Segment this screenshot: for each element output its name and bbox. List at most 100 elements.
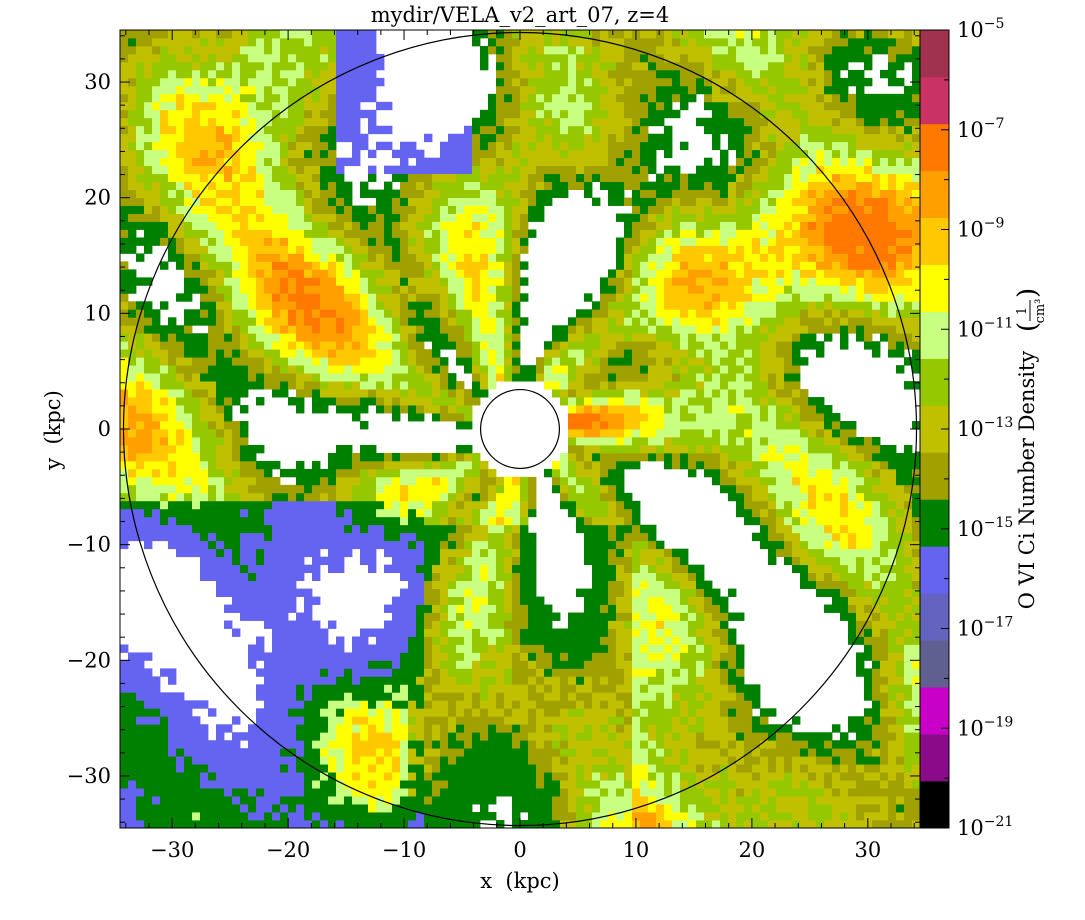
heatmap-cell <box>216 740 225 749</box>
heatmap-cell <box>536 61 545 71</box>
heatmap-cell <box>224 740 233 749</box>
heatmap-cell <box>392 604 401 613</box>
heatmap-cell <box>272 820 281 828</box>
heatmap-cell <box>256 117 265 127</box>
heatmap-cell <box>232 37 241 47</box>
heatmap-cell <box>440 780 449 789</box>
heatmap-cell <box>288 804 297 813</box>
heatmap-cell <box>584 325 593 334</box>
heatmap-cell <box>264 596 273 605</box>
heatmap-cell <box>312 333 321 342</box>
heatmap-cell <box>584 476 593 486</box>
heatmap-cell <box>416 341 425 350</box>
heatmap-cell <box>424 716 433 725</box>
heatmap-cell <box>520 492 529 502</box>
heatmap-cell <box>592 30 601 39</box>
heatmap-cell <box>456 572 465 582</box>
heatmap-cell <box>344 660 353 669</box>
heatmap-cell <box>432 221 441 230</box>
heatmap-cell <box>144 804 153 813</box>
heatmap-cell <box>152 357 161 366</box>
heatmap-cell <box>216 524 225 534</box>
heatmap-cell <box>256 716 265 725</box>
heatmap-cell <box>496 309 505 318</box>
heatmap-cell <box>320 221 329 230</box>
heatmap-cell <box>200 261 209 270</box>
heatmap-cell <box>264 197 273 206</box>
heatmap-cell <box>272 30 281 39</box>
heatmap-cell <box>576 612 585 621</box>
heatmap-cell <box>288 796 297 805</box>
heatmap-cell <box>504 365 513 374</box>
heatmap-cell <box>384 668 393 677</box>
heatmap-cell <box>192 365 201 374</box>
heatmap-cell <box>240 612 249 621</box>
heatmap-cell <box>264 45 273 55</box>
heatmap-cell <box>480 588 489 597</box>
heatmap-cell <box>504 197 513 206</box>
heatmap-cell <box>296 764 305 773</box>
heatmap-cell <box>272 301 281 310</box>
heatmap-cell <box>440 213 449 222</box>
heatmap-cell <box>192 197 201 206</box>
heatmap-cell <box>480 117 489 127</box>
heatmap-cell <box>608 269 617 278</box>
heatmap-cell <box>568 173 577 183</box>
heatmap-cell <box>192 405 201 414</box>
heatmap-cell <box>424 389 433 398</box>
heatmap-cell <box>224 804 233 813</box>
heatmap-cell <box>288 245 297 254</box>
heatmap-cell <box>144 277 153 286</box>
heatmap-cell <box>256 261 265 270</box>
heatmap-cell <box>224 724 233 733</box>
heatmap-cell <box>224 484 233 494</box>
heatmap-cell <box>328 508 337 518</box>
heatmap-cell <box>512 149 521 159</box>
heatmap-cell <box>352 365 361 374</box>
heatmap-cell <box>528 117 537 127</box>
heatmap-cell <box>184 468 193 478</box>
heatmap-cell <box>424 604 433 613</box>
heatmap-cell <box>520 484 529 494</box>
heatmap-cell <box>592 45 601 55</box>
heatmap-cell <box>248 812 257 821</box>
heatmap-cell <box>248 293 257 302</box>
heatmap-cell <box>424 237 433 246</box>
heatmap-cell <box>144 30 153 39</box>
heatmap-cell <box>184 421 193 430</box>
heatmap-cell <box>456 381 465 390</box>
heatmap-cell <box>128 149 137 159</box>
heatmap-cell <box>384 820 393 828</box>
heatmap-cell <box>152 532 161 542</box>
heatmap-cell <box>176 30 185 39</box>
heatmap-cell <box>360 748 369 757</box>
heatmap-cell <box>608 341 617 350</box>
heatmap-cell <box>312 684 321 693</box>
heatmap-cell <box>296 668 305 677</box>
heatmap-cell <box>544 197 553 206</box>
heatmap-cell <box>200 452 209 462</box>
heatmap-cell <box>200 109 209 119</box>
heatmap-cell <box>304 692 313 701</box>
heatmap-cell <box>568 772 577 781</box>
heatmap-cell <box>608 572 617 582</box>
heatmap-cell <box>344 812 353 821</box>
heatmap-cell <box>240 436 249 446</box>
heatmap-cell <box>248 660 257 669</box>
heatmap-cell <box>416 596 425 605</box>
heatmap-cell <box>600 588 609 597</box>
heatmap-cell <box>440 381 449 390</box>
heatmap-cell <box>248 117 257 127</box>
heatmap-cell <box>336 301 345 310</box>
heatmap-cell <box>584 812 593 821</box>
heatmap-cell <box>504 30 513 39</box>
heatmap-cell <box>208 804 217 813</box>
heatmap-cell <box>464 269 473 278</box>
heatmap-cell <box>512 165 521 175</box>
heatmap-cell <box>560 476 569 486</box>
heatmap-cell <box>336 125 345 135</box>
heatmap-cell <box>424 700 433 709</box>
heatmap-cell <box>440 588 449 597</box>
heatmap-cell <box>232 149 241 159</box>
heatmap-cell <box>280 109 289 119</box>
